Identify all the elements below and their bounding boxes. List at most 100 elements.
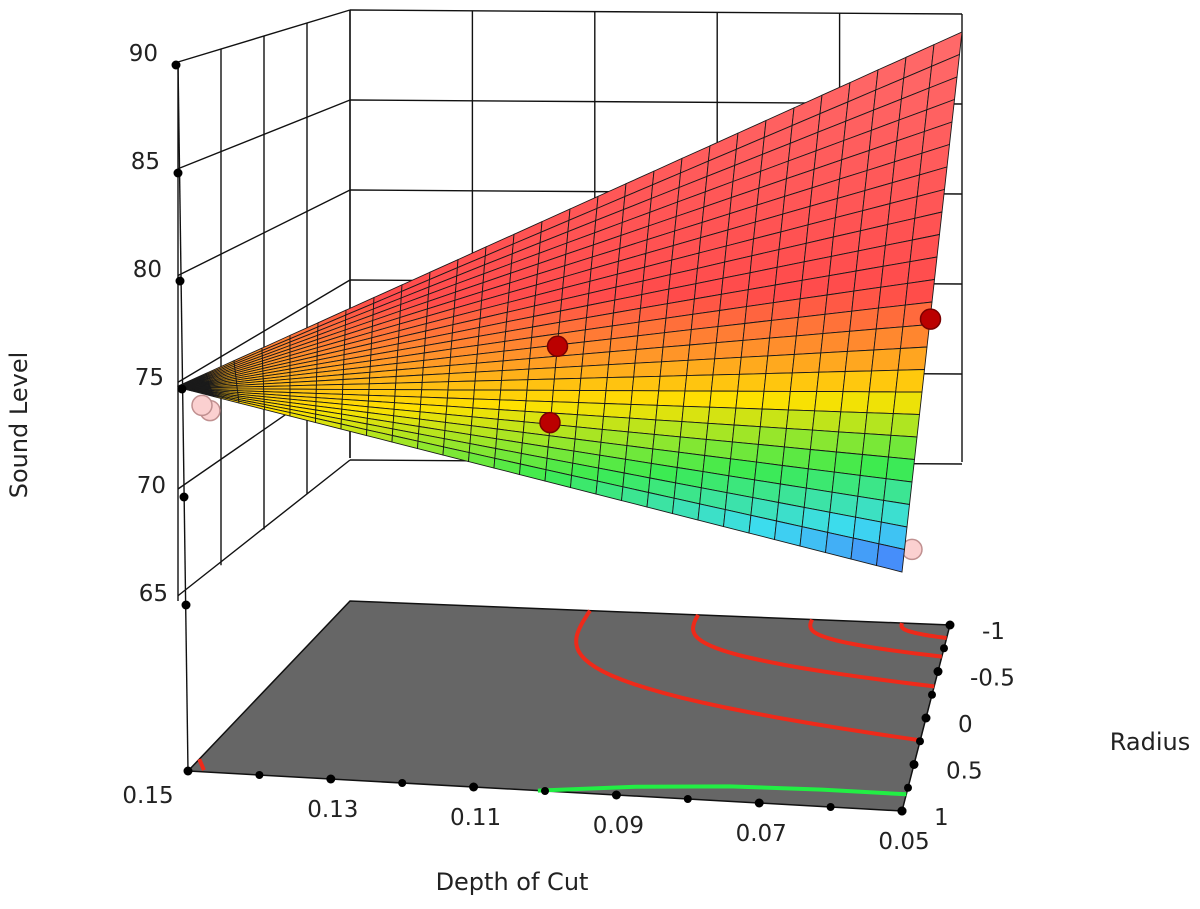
surface-cell <box>501 358 531 372</box>
surface-cell <box>873 326 904 351</box>
surface-cell <box>738 355 769 375</box>
surface-cell <box>633 361 663 378</box>
surface-cell <box>658 375 688 392</box>
surface-cell <box>709 390 739 409</box>
surface-cell <box>607 349 637 366</box>
y-axis-title: Radius <box>1110 728 1190 756</box>
surface-cell <box>631 375 661 392</box>
surface-cell <box>885 456 915 483</box>
x-axis-title: Depth of Cut <box>436 868 589 896</box>
surface-cell <box>553 365 583 380</box>
response-surface <box>176 31 963 573</box>
x-tick-label: 0.11 <box>450 805 501 831</box>
y-tick-label: -1 <box>982 619 1005 645</box>
z-tick-dot <box>177 384 187 394</box>
surface-cell <box>816 371 846 393</box>
surface-cell <box>395 374 424 384</box>
surface-cell <box>797 294 828 318</box>
z-tick-label: 65 <box>139 581 168 607</box>
contour-line <box>899 622 947 640</box>
z-tick-dot <box>175 276 185 286</box>
surface-cell <box>421 381 450 391</box>
surface-cell <box>446 389 475 400</box>
surface-cell <box>846 328 877 352</box>
surface-cell <box>659 359 689 377</box>
surface-cell <box>528 355 557 370</box>
surface-cell <box>824 290 855 315</box>
surface-cell <box>844 349 875 372</box>
y-tick-label: 0.5 <box>946 759 983 785</box>
x-tick-label: 0.05 <box>878 829 929 855</box>
z-tick-dot <box>171 60 181 70</box>
surface-cell <box>895 369 926 393</box>
below-surface-points <box>191 394 923 561</box>
surface-cell <box>473 379 502 391</box>
surface-cell <box>737 373 767 392</box>
y-tick-dot <box>945 620 955 630</box>
surface-cell <box>579 377 608 392</box>
x-tick-dot <box>611 790 621 800</box>
surface-cell <box>833 451 863 476</box>
surface-cell <box>707 406 737 426</box>
surface-cell <box>809 429 840 453</box>
surface-cell <box>849 307 880 332</box>
surface-cell <box>840 391 870 414</box>
surface-cell <box>661 344 691 363</box>
surface-cell <box>576 402 606 417</box>
surface-cell <box>877 282 909 309</box>
z-axis-title: Sound Level <box>5 352 33 499</box>
surface-cell <box>875 304 906 330</box>
surface-cell <box>679 421 709 440</box>
surface-cell <box>684 374 714 392</box>
z-tick-label: 80 <box>133 257 162 283</box>
surface-cell <box>765 353 795 375</box>
surface-cell <box>687 342 717 361</box>
surface-cell <box>527 367 556 381</box>
surface-cell <box>785 409 816 431</box>
x-tick-dot <box>469 782 479 792</box>
surface-cell <box>767 335 797 357</box>
surface-cell <box>714 339 744 360</box>
surface-cell <box>838 411 868 435</box>
y-tick-label: 0 <box>958 712 973 738</box>
contour-line <box>808 618 943 659</box>
surface-cell <box>550 401 579 416</box>
surface-cell <box>686 358 716 377</box>
contour-line <box>690 614 935 689</box>
surface-cell <box>689 326 719 346</box>
y-tick-dot <box>897 806 907 816</box>
surface-cell <box>851 286 882 312</box>
surface-cell <box>499 389 528 402</box>
surface-cell <box>781 446 811 470</box>
surface-cell <box>629 403 658 421</box>
x-tick-dot <box>183 766 193 776</box>
surface-cell <box>888 434 918 460</box>
z-tick-label: 85 <box>131 149 160 175</box>
surface-cell <box>604 390 633 405</box>
z-tick-dot <box>173 168 183 178</box>
x-minor-tick-dot <box>255 771 264 779</box>
surface-cell <box>871 348 902 372</box>
surface-cell <box>655 404 684 423</box>
y-tick-label: 1 <box>934 805 949 831</box>
surface-cell <box>525 389 554 403</box>
z-tick-dot <box>179 492 189 502</box>
surface-cell <box>761 390 791 411</box>
surface-cell <box>770 298 801 321</box>
x-minor-tick-dot <box>541 787 549 795</box>
surface-cell <box>368 382 397 391</box>
surface-cell <box>876 543 905 573</box>
surface-cell <box>342 383 370 390</box>
surface-cell <box>394 381 423 391</box>
x-tick-dot <box>326 774 336 784</box>
z-tick-label: 70 <box>137 473 166 499</box>
surface-cell <box>759 408 789 429</box>
surface-cell <box>859 454 889 480</box>
floor-plane <box>186 600 951 812</box>
surface-cell <box>447 380 476 391</box>
surface-cell <box>820 330 851 354</box>
surface-cell <box>552 377 582 391</box>
x-tick-label: 0.09 <box>593 813 644 839</box>
surface-cell <box>904 278 936 306</box>
